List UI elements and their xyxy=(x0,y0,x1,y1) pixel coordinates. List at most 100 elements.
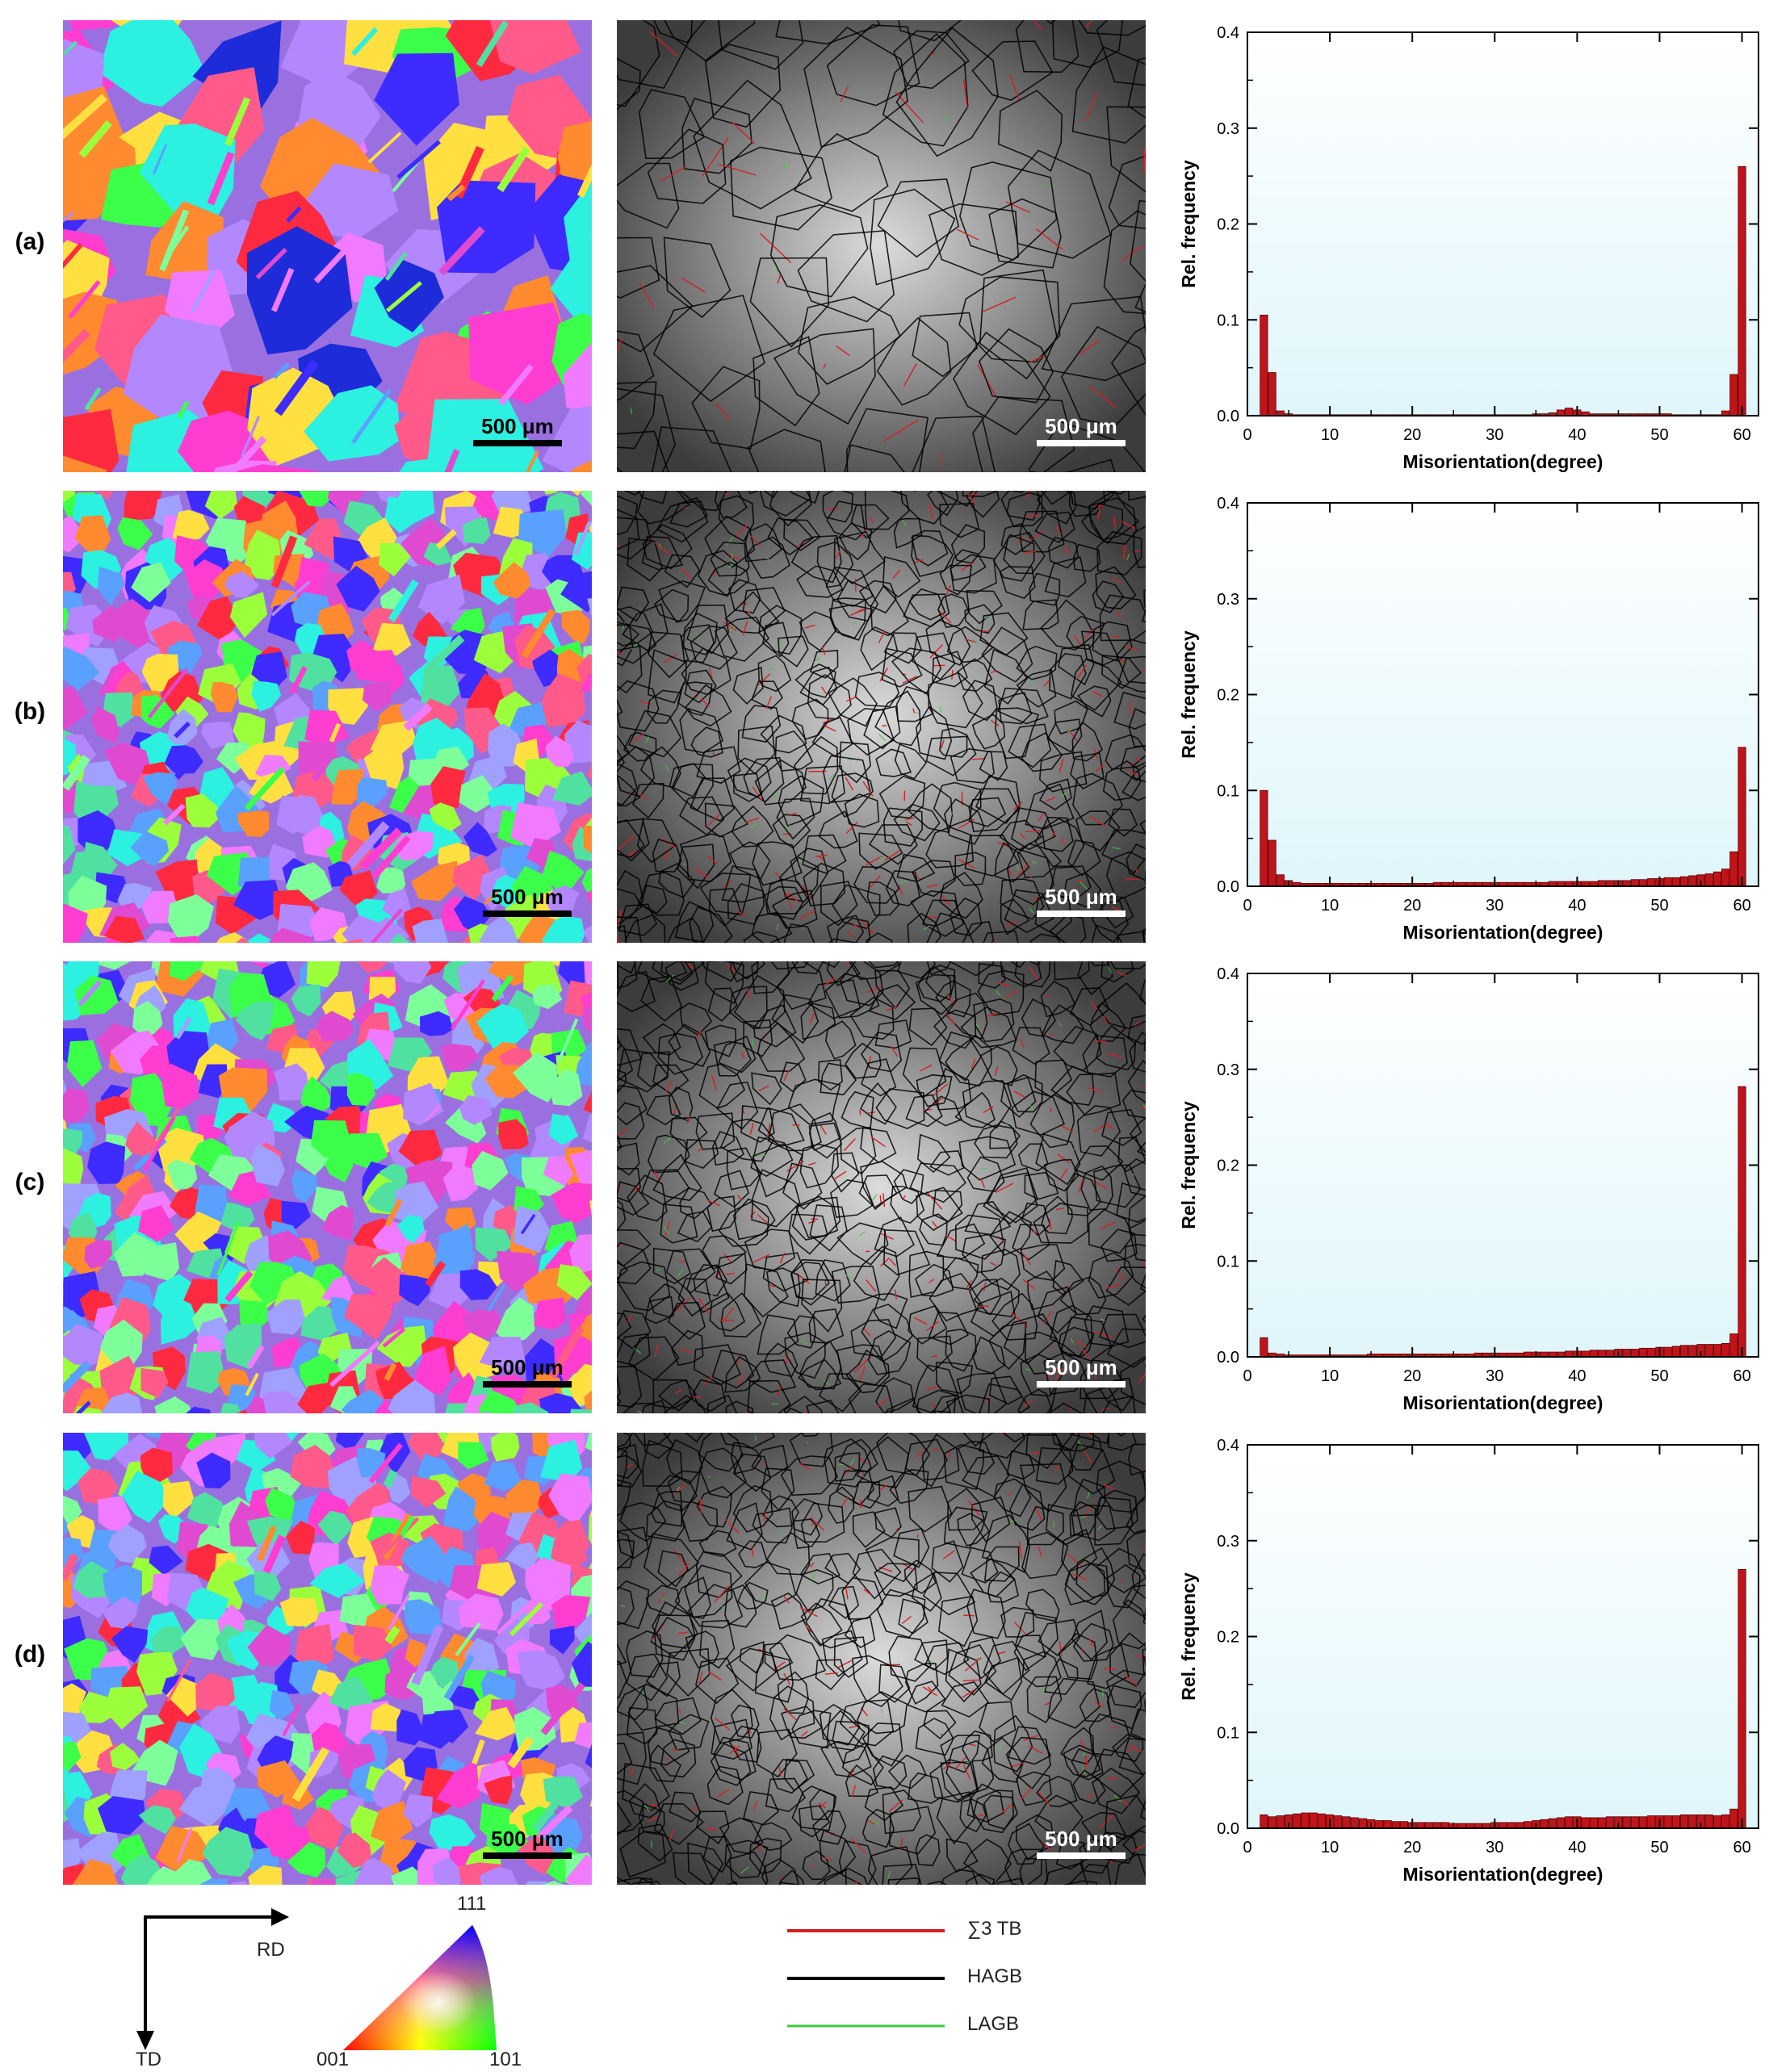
gb-map-a: 500 μm xyxy=(617,20,1146,472)
ipf-grain-texture xyxy=(63,491,592,943)
ipf-grain-texture xyxy=(63,961,592,1413)
histogram-bar xyxy=(1260,1337,1268,1358)
y-axis-label: Rel. frequency xyxy=(1178,1101,1199,1229)
histogram-bar xyxy=(1638,879,1648,887)
histogram-bar xyxy=(1729,374,1738,416)
row-label-c: (c) xyxy=(15,1169,45,1195)
y-tick-label: 0.3 xyxy=(1217,591,1239,609)
histogram-bar xyxy=(1721,1814,1730,1829)
histogram-bar xyxy=(1688,1345,1697,1358)
histogram-bar xyxy=(1647,1815,1656,1829)
histogram-bar xyxy=(1260,789,1268,887)
y-tick-label: 0.0 xyxy=(1217,408,1239,425)
scale-bar-ipf-d: 500 μm xyxy=(483,1828,572,1859)
histogram-svg: 0 10 20 30 40 50 60 0.0 0.1 0.2 0.3 0.4 Misorientati… xyxy=(1178,495,1759,943)
x-tick-label: 30 xyxy=(1486,426,1503,444)
histogram-bar xyxy=(1622,1349,1631,1358)
x-tick-label: 10 xyxy=(1321,1839,1339,1856)
gb-map-d: 500 μm xyxy=(617,1433,1146,1885)
y-tick-label: 0.4 xyxy=(1217,495,1239,513)
histogram-svg: 0 10 20 30 40 50 60 0.0 0.1 0.2 0.3 0.4 Misorientati… xyxy=(1178,965,1759,1413)
histogram-bar xyxy=(1597,1350,1607,1358)
histogram-bar xyxy=(1399,1821,1409,1829)
y-axis-label: Rel. frequency xyxy=(1178,1572,1199,1701)
ipf-grain-texture xyxy=(63,1433,592,1885)
y-tick-label: 0.2 xyxy=(1217,687,1239,705)
histogram-bar xyxy=(1704,1344,1713,1358)
y-axis-label: Rel. frequency xyxy=(1178,630,1199,759)
gb-map-b: 500 μm xyxy=(617,491,1146,943)
plot-area xyxy=(1247,32,1759,416)
ipf-grain-texture xyxy=(63,20,592,472)
histogram-bar xyxy=(1260,1814,1268,1829)
histogram-bar xyxy=(1606,880,1615,887)
histogram-bar xyxy=(1440,1822,1450,1829)
histogram-bar xyxy=(1317,1813,1326,1829)
histogram-bar xyxy=(1738,747,1746,887)
histogram-bar xyxy=(1424,1822,1433,1829)
boundary-texture xyxy=(617,491,1146,943)
scale-bar-ipf-a: 500 μm xyxy=(473,416,562,446)
x-axis-label: Misorientation(degree) xyxy=(1403,451,1603,472)
histogram-bar xyxy=(1548,1818,1557,1829)
histogram-bar xyxy=(1350,1817,1359,1829)
ipf-map-d: 500 μm xyxy=(63,1433,592,1885)
histogram-bar xyxy=(1729,851,1738,887)
histogram-bar xyxy=(1260,314,1268,416)
histogram-svg: 0 10 20 30 40 50 60 0.0 0.1 0.2 0.3 0.4 Misorientati… xyxy=(1178,24,1759,472)
ipf-map-a: 500 μm xyxy=(63,20,592,472)
histogram-bar xyxy=(1688,1814,1697,1829)
histogram-bar xyxy=(1268,372,1276,416)
y-axis-label: Rel. frequency xyxy=(1178,160,1199,288)
histogram-bar xyxy=(1416,1822,1425,1829)
misorientation-chart-d: 0 10 20 30 40 50 60 0.0 0.1 0.2 0.3 0.4 Misorientati… xyxy=(1171,1425,1768,1893)
y-tick-label: 0.2 xyxy=(1217,1629,1239,1647)
histogram-bar xyxy=(1293,1813,1302,1829)
histogram-bar xyxy=(1597,880,1607,887)
histogram-bar xyxy=(1334,1815,1343,1829)
x-tick-label: 10 xyxy=(1321,426,1339,444)
x-tick-label: 40 xyxy=(1568,1839,1586,1856)
histogram-bar xyxy=(1268,1816,1276,1829)
y-tick-label: 0.1 xyxy=(1217,1253,1239,1270)
histogram-bar xyxy=(1540,1819,1549,1829)
scale-label: 500 μm xyxy=(491,1827,564,1851)
scale-bar-gb-c: 500 μm xyxy=(1037,1357,1126,1388)
x-tick-label: 20 xyxy=(1403,1367,1421,1385)
twin-boundary-label: ∑3 TB xyxy=(967,1918,1022,1940)
scale-bar-gb-d: 500 μm xyxy=(1037,1828,1126,1859)
histogram-bar xyxy=(1597,1817,1607,1829)
x-tick-label: 50 xyxy=(1650,897,1668,915)
histogram-bar xyxy=(1721,869,1730,887)
histogram-bar xyxy=(1391,1821,1400,1829)
histogram-bar xyxy=(1712,1815,1722,1829)
histogram-bar xyxy=(1630,1349,1639,1358)
histogram-bar xyxy=(1556,1817,1566,1829)
x-tick-label: 50 xyxy=(1650,1839,1668,1856)
histogram-bar xyxy=(1721,1342,1730,1358)
histogram-bar xyxy=(1647,878,1656,887)
x-tick-label: 30 xyxy=(1486,1839,1503,1856)
histogram-bar xyxy=(1276,874,1285,887)
x-tick-label: 60 xyxy=(1733,1839,1750,1856)
y-tick-label: 0.1 xyxy=(1217,1724,1239,1742)
x-tick-label: 50 xyxy=(1650,426,1668,444)
x-tick-label: 60 xyxy=(1733,426,1750,444)
histogram-bar xyxy=(1671,1815,1681,1829)
histogram-bar xyxy=(1524,1821,1532,1829)
x-tick-label: 50 xyxy=(1650,1367,1668,1385)
x-tick-label: 10 xyxy=(1321,897,1339,915)
histogram-bar xyxy=(1375,1820,1384,1829)
histogram-bar xyxy=(1729,1333,1738,1358)
histogram-bar xyxy=(1680,876,1689,887)
histogram-bar xyxy=(1515,1822,1524,1829)
histogram-bar xyxy=(1712,871,1722,887)
x-tick-label: 30 xyxy=(1486,897,1503,915)
histogram-bar xyxy=(1606,1350,1615,1358)
x-axis-label: Misorientation(degree) xyxy=(1403,1392,1603,1413)
histogram-bar xyxy=(1589,1817,1598,1829)
histogram-bar xyxy=(1432,1822,1441,1829)
sample-axes-legend xyxy=(136,1908,289,2050)
ipf-color-key xyxy=(343,1925,497,2050)
ipf-key-111: 111 xyxy=(457,1893,487,1915)
